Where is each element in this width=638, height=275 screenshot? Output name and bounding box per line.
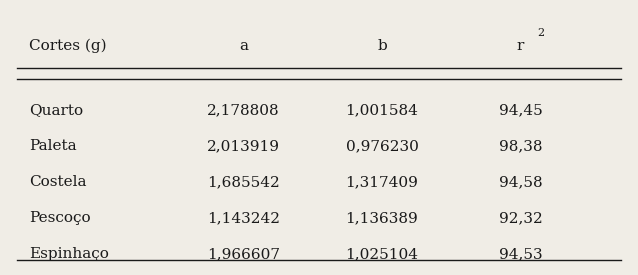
Text: 1,136389: 1,136389 <box>346 211 419 225</box>
Text: 94,58: 94,58 <box>499 175 542 189</box>
Text: 94,45: 94,45 <box>499 103 542 117</box>
Text: b: b <box>377 39 387 53</box>
Text: a: a <box>239 39 248 53</box>
Text: 92,32: 92,32 <box>499 211 542 225</box>
Text: Costela: Costela <box>29 175 87 189</box>
Text: 98,38: 98,38 <box>499 139 542 153</box>
Text: 1,001584: 1,001584 <box>346 103 419 117</box>
Text: 2: 2 <box>537 28 544 38</box>
Text: Espinhaço: Espinhaço <box>29 247 109 261</box>
Text: 1,966607: 1,966607 <box>207 247 280 261</box>
Text: Paleta: Paleta <box>29 139 77 153</box>
Text: 1,685542: 1,685542 <box>207 175 280 189</box>
Text: 94,53: 94,53 <box>499 247 542 261</box>
Text: 2,013919: 2,013919 <box>207 139 280 153</box>
Text: 1,143242: 1,143242 <box>207 211 280 225</box>
Text: Pescoço: Pescoço <box>29 211 91 225</box>
Text: Quarto: Quarto <box>29 103 84 117</box>
Text: 2,178808: 2,178808 <box>207 103 279 117</box>
Text: r: r <box>517 39 524 53</box>
Text: Cortes (g): Cortes (g) <box>29 39 107 53</box>
Text: 1,317409: 1,317409 <box>346 175 419 189</box>
Text: 0,976230: 0,976230 <box>346 139 419 153</box>
Text: 1,025104: 1,025104 <box>345 247 419 261</box>
